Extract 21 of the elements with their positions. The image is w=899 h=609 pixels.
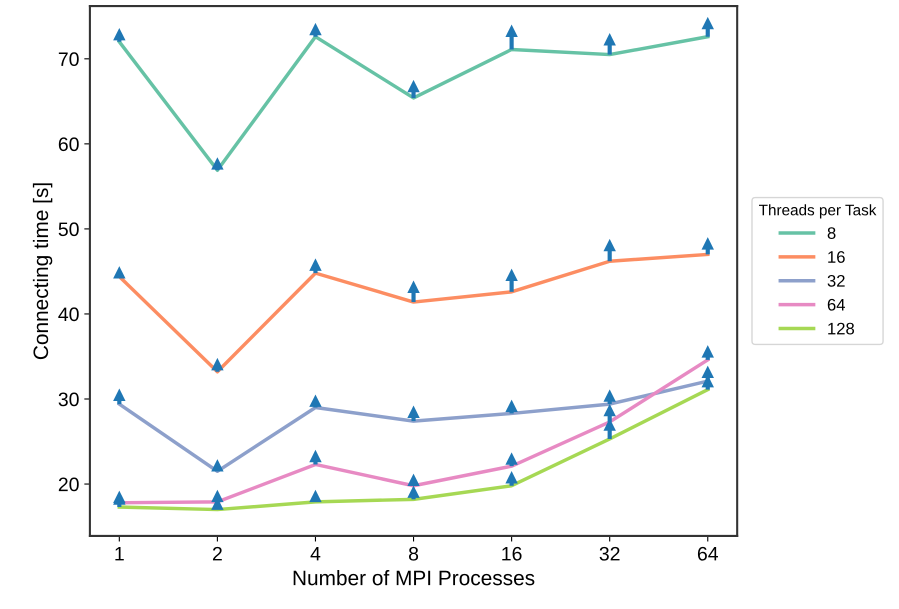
x-tick-label: 2: [212, 546, 222, 560]
x-tick-label: 64: [698, 546, 718, 561]
legend-label: 8: [828, 227, 836, 240]
x-tick-label: 4: [310, 547, 320, 560]
y-tick-label: 40: [58, 307, 79, 322]
legend-label: 16: [828, 251, 845, 263]
x-tick-label: 32: [600, 546, 620, 561]
x-axis-title: Number of MPI Processes: [294, 570, 534, 586]
y-tick-label: 30: [58, 392, 79, 406]
y-tick-label: 20: [58, 478, 79, 492]
legend-title: Threads per Task: [758, 204, 876, 218]
y-tick-label: 70: [58, 52, 79, 66]
x-tick-label: 8: [408, 546, 418, 561]
x-tick-label: 1: [115, 547, 124, 560]
x-tick-label: 16: [502, 546, 522, 561]
y-axis-title: Connecting time [s]: [32, 183, 52, 360]
y-tick-label: 60: [58, 137, 79, 152]
legend-label: 32: [828, 274, 845, 287]
legend-label: 64: [828, 298, 846, 311]
y-tick-label: 50: [58, 222, 79, 236]
legend-label: 128: [828, 322, 854, 335]
